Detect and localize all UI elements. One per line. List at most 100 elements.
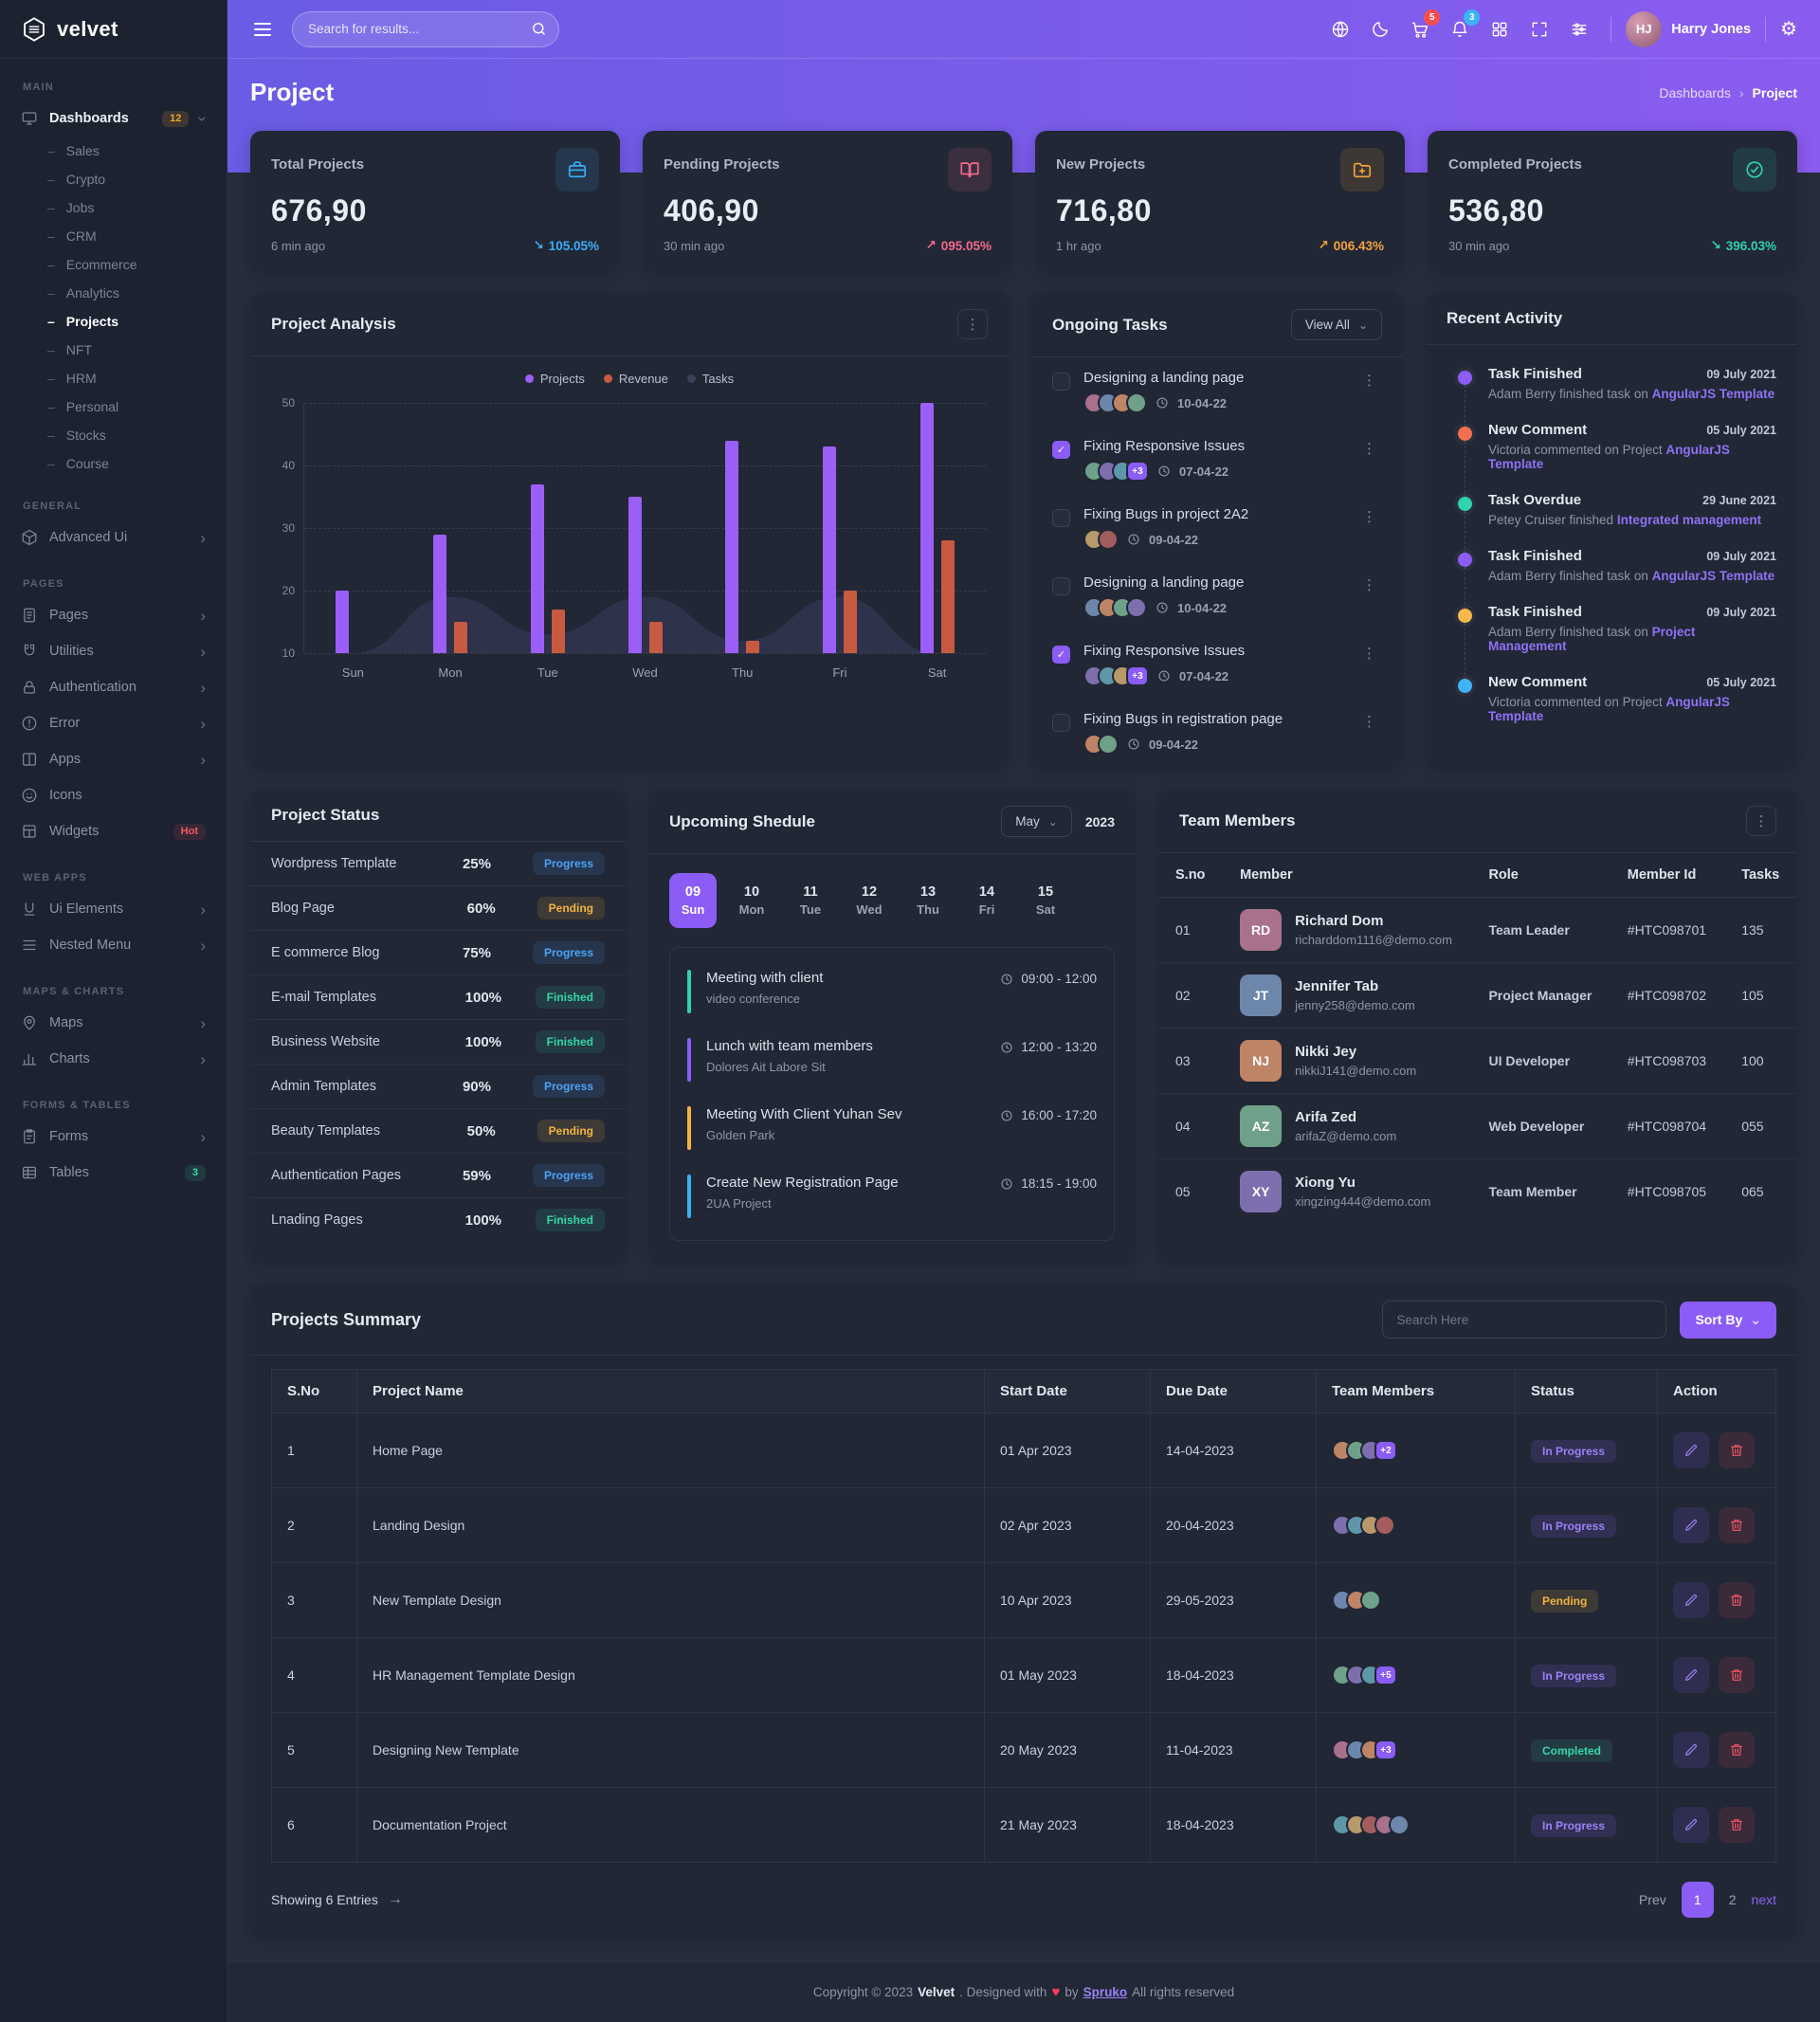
sidebar-subitem-course[interactable]: – Course [47,456,109,471]
edit-button[interactable] [1673,1582,1709,1618]
sidebar-item-error[interactable]: Error › [0,705,227,741]
sidebar-item-charts[interactable]: Charts › [0,1041,227,1077]
user-menu[interactable]: HJ Harry Jones [1626,10,1751,47]
task-checkbox[interactable] [1052,441,1070,459]
settings-sliders-button[interactable] [1562,12,1596,46]
calendar-day-12[interactable]: 12 Wed [856,884,883,917]
sidebar-subitem-stocks[interactable]: – Stocks [47,428,106,443]
calendar-day-11[interactable]: 11 Tue [799,884,822,917]
task-menu-button[interactable]: ⋮ [1356,438,1382,459]
more-options-button[interactable]: ⋮ [1746,806,1776,836]
sidebar-item-advanced-ui[interactable]: Advanced Ui › [0,519,227,556]
sidebar-subitem-sales[interactable]: – Sales [47,143,100,158]
edit-button[interactable] [1673,1507,1709,1543]
edit-button[interactable] [1673,1432,1709,1468]
activity-link[interactable]: Project Management [1488,625,1696,653]
task-menu-button[interactable]: ⋮ [1356,370,1382,391]
edit-button[interactable] [1673,1732,1709,1768]
delete-button[interactable] [1719,1582,1755,1618]
dark-mode-button[interactable] [1363,12,1397,46]
sidebar-item-maps[interactable]: Maps › [0,1005,227,1041]
sidebar-item-dashboards[interactable]: Dashboards 12 › [0,100,227,137]
stat-value: 406,90 [664,193,759,228]
delete-button[interactable] [1719,1807,1755,1843]
check-circle-icon [1733,148,1776,191]
task-menu-button[interactable]: ⋮ [1356,506,1382,527]
sidebar-item-pages[interactable]: Pages › [0,597,227,633]
activity-link[interactable]: AngularJS Template [1488,443,1730,471]
pagination-page-2[interactable]: 2 [1728,1892,1737,1907]
spruko-link[interactable]: Spruko [1083,1985,1128,1999]
search-input[interactable] [292,10,559,47]
search-icon[interactable] [531,21,547,37]
breadcrumb-dashboards[interactable]: Dashboards [1659,84,1731,100]
calendar-day-15[interactable]: 15 Sat [1035,884,1056,917]
edit-button[interactable] [1673,1657,1709,1693]
language-button[interactable] [1323,12,1357,46]
calendar-day-09[interactable]: 09 Sun [669,873,717,928]
calendar-day-14[interactable]: 14 Fri [978,884,995,917]
sidebar-subitem-analytics[interactable]: – Analytics [47,285,119,301]
sidebar-item-ui-elements[interactable]: Ui Elements › [0,891,227,927]
more-options-button[interactable]: ⋮ [957,309,988,339]
delete-button[interactable] [1719,1657,1755,1693]
activity-link[interactable]: AngularJS Template [1488,695,1730,723]
task-checkbox[interactable] [1052,577,1070,595]
view-all-button[interactable]: View All ⌄ [1290,309,1382,340]
sidebar-subitem-personal[interactable]: – Personal [47,399,119,414]
fullscreen-button[interactable] [1522,12,1556,46]
task-menu-button[interactable]: ⋮ [1356,574,1382,595]
project-status-row: Blog Page 60% Pending [250,886,626,931]
task-checkbox[interactable] [1052,373,1070,391]
activity-link[interactable]: AngularJS Template [1651,387,1775,401]
menu-toggle-button[interactable] [250,19,275,40]
gear-button[interactable]: ⚙ [1780,17,1797,41]
task-checkbox[interactable] [1052,509,1070,527]
legend-item[interactable]: Projects [524,372,585,386]
delete-button[interactable] [1719,1432,1755,1468]
sidebar-subitem-hrm[interactable]: – HRM [47,371,97,386]
delete-button[interactable] [1719,1732,1755,1768]
sidebar-subitem-ecommerce[interactable]: – Ecommerce [47,257,137,272]
project-status-row: E-mail Templates 100% Finished [250,975,626,1020]
sidebar-item-utilities[interactable]: Utilities › [0,633,227,669]
pagination-next[interactable]: next [1751,1892,1776,1907]
pagination-page-1[interactable]: 1 [1681,1882,1714,1918]
task-menu-button[interactable]: ⋮ [1356,711,1382,732]
month-select[interactable]: May ⌄ [1001,806,1072,837]
brand-logo[interactable]: velvet [0,0,227,59]
event-color-bar [687,970,691,1013]
edit-button[interactable] [1673,1807,1709,1843]
apps-grid-button[interactable] [1483,12,1517,46]
sidebar-subitem-crypto[interactable]: – Crypto [47,172,106,187]
sort-by-button[interactable]: Sort By ⌄ [1680,1301,1776,1339]
sidebar-item-nested-menu[interactable]: Nested Menu › [0,927,227,963]
layout-icon [21,823,38,840]
notifications-button[interactable]: 3 [1443,9,1481,46]
cart-button[interactable]: 5 [1403,9,1441,46]
sidebar-item-tables[interactable]: Tables 3 [0,1155,227,1191]
calendar-day-10[interactable]: 10 Mon [738,884,765,917]
legend-item[interactable]: Tasks [686,372,734,386]
pagination-prev[interactable]: Prev [1638,1892,1666,1907]
activity-link[interactable]: AngularJS Template [1651,569,1775,583]
task-checkbox[interactable] [1052,646,1070,664]
sidebar-subitem-jobs[interactable]: – Jobs [47,200,95,215]
sidebar-item-authentication[interactable]: Authentication › [0,669,227,705]
task-checkbox[interactable] [1052,714,1070,732]
calendar-day-13[interactable]: 13 Thu [917,884,939,917]
sidebar-subitem-projects[interactable]: – Projects [47,314,119,329]
sidebar-subitem-crm[interactable]: – CRM [47,228,97,244]
y-axis-label: 30 [282,521,295,535]
sidebar-subitem-nft[interactable]: – NFT [47,342,93,357]
task-menu-button[interactable]: ⋮ [1356,643,1382,664]
sidebar-item-apps[interactable]: Apps › [0,741,227,777]
table-search-input[interactable] [1382,1301,1667,1339]
activity-link[interactable]: Integrated management [1616,513,1762,527]
sidebar-item-icons[interactable]: Icons [0,777,227,813]
legend-item[interactable]: Revenue [603,372,668,386]
sidebar-item-widgets[interactable]: Widgets Hot [0,813,227,849]
delete-button[interactable] [1719,1507,1755,1543]
sidebar-item-forms[interactable]: Forms › [0,1119,227,1155]
